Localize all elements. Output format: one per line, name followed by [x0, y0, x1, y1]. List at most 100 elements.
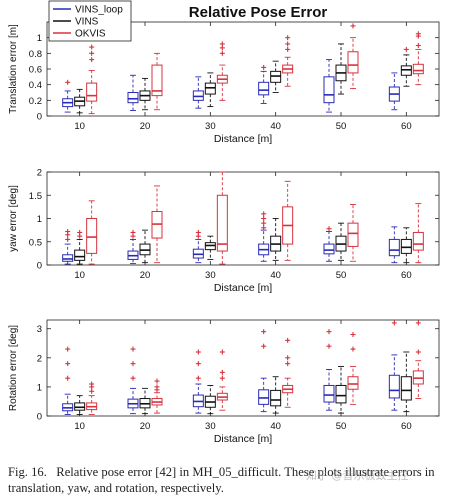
box-body — [335, 384, 347, 404]
y-tick-label: 1 — [37, 33, 42, 44]
x-tick-label: 50 — [336, 121, 347, 132]
box-body — [323, 384, 335, 403]
box-okvis-30 — [216, 171, 228, 265]
y-tick-label: 3 — [37, 324, 42, 335]
chart-panel-3: 0 1 2 3 10 20 30 40 50 60 Distance [m] Rotation err… — [8, 319, 440, 445]
box-vins-loop-20 — [127, 346, 139, 415]
figure-caption: Fig. 16. Relative pose error [42] in MH_… — [8, 464, 454, 496]
box-vins-loop-20 — [127, 229, 139, 265]
box-body — [74, 249, 86, 261]
x-tick-label: 30 — [205, 270, 216, 281]
box-vins-10 — [74, 395, 86, 415]
y-tick-label: 1 — [37, 214, 42, 225]
box-vins-loop-20 — [127, 74, 139, 111]
chart-panel-1: 0 0.2 0.4 0.6 0.8 1 10 20 30 40 50 60 Distance [m] Tr… — [8, 0, 440, 145]
box-okvis-50 — [347, 204, 359, 262]
box-body — [412, 63, 424, 75]
y-tick-label: 0.2 — [29, 96, 42, 107]
box-okvis-30 — [216, 41, 228, 101]
x-tick-label: 30 — [205, 121, 216, 132]
box-vins-40 — [270, 376, 282, 414]
x-tick-label: 60 — [401, 270, 412, 281]
x-tick-label: 20 — [140, 421, 151, 432]
box-body — [400, 238, 412, 254]
plot-frame — [46, 171, 440, 266]
box-vins-60 — [400, 227, 412, 264]
box-okvis-20 — [151, 52, 163, 111]
x-tick-label: 10 — [74, 121, 85, 132]
box-vins-10 — [74, 88, 86, 114]
watermark-text: 知乎 @音乐极致主控 — [306, 469, 409, 482]
y-tick-label: 2 — [37, 168, 42, 179]
legend-label: VINS_loop — [75, 5, 123, 16]
box-body — [347, 376, 359, 390]
box-okvis-10 — [86, 200, 98, 265]
box-vins-loop-60 — [388, 226, 400, 264]
box-body — [127, 92, 139, 104]
caption-prefix: Fig. 16. — [8, 465, 47, 479]
box-body — [62, 254, 74, 262]
box-vins-20 — [139, 77, 151, 111]
box-okvis-30 — [216, 349, 228, 411]
box-vins-loop-50 — [323, 59, 335, 113]
box-body — [151, 64, 163, 97]
box-vins-30 — [204, 235, 216, 260]
x-axis-label: Distance [m] — [214, 282, 272, 294]
y-tick-label: 1.5 — [29, 191, 42, 202]
box-vins-20 — [139, 229, 151, 264]
x-axis-label: Distance [m] — [214, 433, 272, 445]
y-axis-label: Rotation error [deg] — [8, 325, 19, 411]
x-tick-label: 60 — [401, 121, 412, 132]
y-tick-label: 0 — [37, 261, 42, 272]
x-tick-label: 10 — [74, 270, 85, 281]
x-axis-label: Distance [m] — [214, 133, 272, 145]
box-vins-loop-30 — [192, 76, 204, 109]
box-body — [270, 389, 282, 407]
box-body — [86, 218, 98, 254]
box-okvis-60 — [412, 320, 424, 399]
box-vins-50 — [335, 222, 347, 261]
box-vins-60 — [400, 46, 412, 87]
box-okvis-50 — [347, 23, 359, 90]
box-okvis-10 — [86, 44, 98, 115]
box-vins-50 — [335, 366, 347, 414]
x-tick-label: 60 — [401, 421, 412, 432]
y-axis-label: yaw error [deg] — [8, 185, 19, 252]
y-axis-label: Translation error [m] — [8, 24, 19, 114]
box-body — [258, 389, 270, 405]
plot-frame — [46, 319, 440, 417]
x-tick-label: 50 — [336, 270, 347, 281]
box-okvis-20 — [151, 185, 163, 264]
box-vins-10 — [74, 229, 86, 265]
legend-label: OKVIS — [75, 29, 106, 40]
box-vins-loop-10 — [62, 346, 74, 415]
x-tick-label: 20 — [140, 121, 151, 132]
y-tick-label: 2 — [37, 353, 42, 364]
x-tick-label: 40 — [270, 421, 281, 432]
box-okvis-20 — [151, 378, 163, 414]
box-body — [323, 243, 335, 255]
box-vins-loop-30 — [192, 229, 204, 264]
box-vins-60 — [400, 351, 412, 413]
box-vins-40 — [270, 218, 282, 261]
box-okvis-60 — [412, 203, 424, 264]
y-tick-label: 0.4 — [29, 80, 42, 91]
y-tick-label: 0.6 — [29, 65, 42, 76]
y-tick-label: 0.5 — [29, 237, 42, 248]
box-body — [388, 238, 400, 257]
x-tick-label: 40 — [270, 121, 281, 132]
box-vins-loop-60 — [388, 72, 400, 111]
box-body — [258, 81, 270, 96]
caption-text: Relative pose error [42] in MH_05_diffic… — [8, 465, 435, 495]
box-body — [323, 76, 335, 104]
box-okvis-40 — [282, 180, 294, 261]
y-tick-label: 1 — [37, 382, 42, 393]
box-vins-loop-40 — [258, 329, 270, 413]
box-body — [347, 51, 359, 74]
y-tick-label: 0 — [37, 412, 42, 423]
box-body — [412, 231, 424, 251]
x-tick-label: 30 — [205, 421, 216, 432]
box-vins-loop-10 — [62, 229, 74, 265]
box-vins-loop-50 — [323, 329, 335, 411]
